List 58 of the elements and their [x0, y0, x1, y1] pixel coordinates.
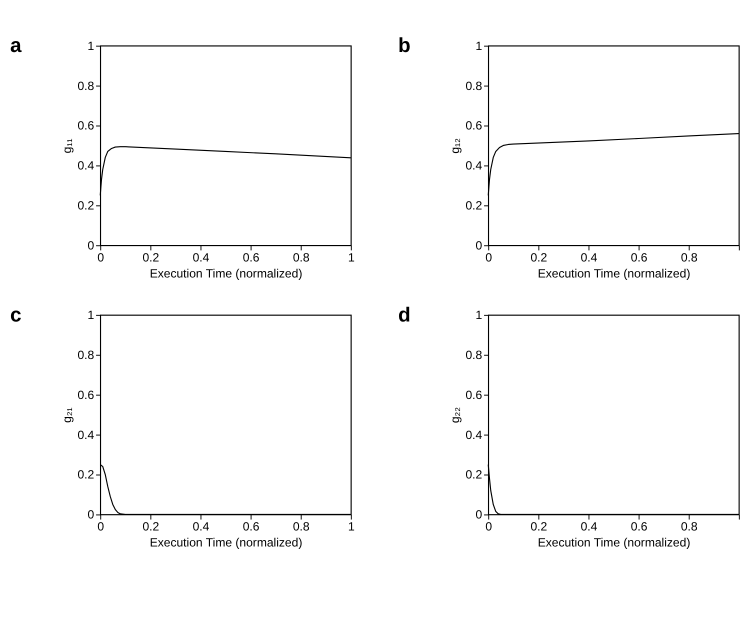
y-tick-label: 1 — [88, 308, 95, 322]
chart-title: b — [398, 35, 411, 58]
y-tick-label: 0.4 — [465, 428, 483, 442]
x-tick-label: 0.8 — [680, 250, 698, 265]
y-tick-label: 0.6 — [465, 118, 483, 133]
x-axis-title: Execution Time (normalized) — [150, 266, 302, 280]
y-tick-label: 0.4 — [465, 158, 483, 173]
y-tick-label: 0.6 — [77, 388, 95, 402]
x-tick-label: 0.4 — [192, 520, 210, 534]
y-tick-label: 0.6 — [465, 388, 483, 402]
y-axis-title: g₂₁ — [60, 407, 74, 423]
y-tick-label: 0 — [476, 238, 483, 252]
y-tick-label: 0.8 — [77, 78, 95, 93]
x-tick-label: 1 — [348, 520, 355, 534]
x-tick-label: 0.4 — [580, 250, 598, 265]
y-tick-label: 0 — [88, 508, 95, 522]
x-tick-label: 0.4 — [580, 520, 598, 534]
y-tick-label: 0.8 — [465, 78, 483, 93]
chart-title: d — [398, 304, 411, 326]
x-tick-label: 0.6 — [630, 520, 648, 534]
x-tick-label: 0.4 — [192, 250, 210, 265]
y-tick-label: 0 — [88, 238, 95, 252]
x-tick-label: 0.2 — [530, 250, 548, 265]
y-tick-label: 0.6 — [77, 118, 95, 133]
x-tick-label: 0.6 — [242, 250, 260, 265]
x-axis-title: Execution Time (normalized) — [538, 266, 690, 280]
y-tick-label: 0.4 — [77, 158, 95, 173]
x-tick-label: 0.2 — [530, 520, 548, 534]
x-tick-label: 0.8 — [292, 520, 310, 534]
y-tick-label: 0.4 — [77, 428, 95, 442]
x-tick-label: 0.6 — [242, 520, 260, 534]
y-tick-label: 0.8 — [465, 348, 483, 362]
y-tick-label: 0.8 — [77, 348, 95, 362]
y-axis-title: g₁₁ — [60, 138, 74, 154]
y-tick-label: 0.2 — [465, 198, 483, 213]
y-axis-title: g₂₂ — [448, 406, 462, 424]
y-tick-label: 1 — [88, 38, 95, 53]
x-tick-label: 0.6 — [630, 250, 648, 265]
x-tick-label: 0.8 — [680, 520, 698, 534]
x-tick-label: 0.2 — [142, 520, 160, 534]
y-tick-label: 0.2 — [77, 198, 95, 213]
y-tick-label: 0 — [476, 508, 483, 522]
chart-title: a — [10, 35, 22, 58]
x-tick-label: 0 — [97, 520, 104, 534]
x-tick-label: 0 — [97, 250, 104, 265]
x-axis-title: Execution Time (normalized) — [538, 535, 690, 550]
y-tick-label: 0.2 — [465, 468, 483, 482]
x-axis-title: Execution Time (normalized) — [150, 535, 302, 550]
x-tick-label: 0 — [485, 250, 492, 265]
x-tick-label: 0.2 — [142, 250, 160, 265]
y-tick-label: 0.2 — [77, 468, 95, 482]
x-tick-label: 1 — [348, 250, 355, 265]
chart-title: c — [10, 304, 22, 326]
y-tick-label: 1 — [476, 308, 483, 322]
x-tick-label: 0.8 — [292, 250, 310, 265]
x-tick-label: 0 — [485, 520, 492, 534]
y-tick-label: 1 — [476, 38, 483, 53]
y-axis-title: g₁₂ — [448, 138, 462, 154]
